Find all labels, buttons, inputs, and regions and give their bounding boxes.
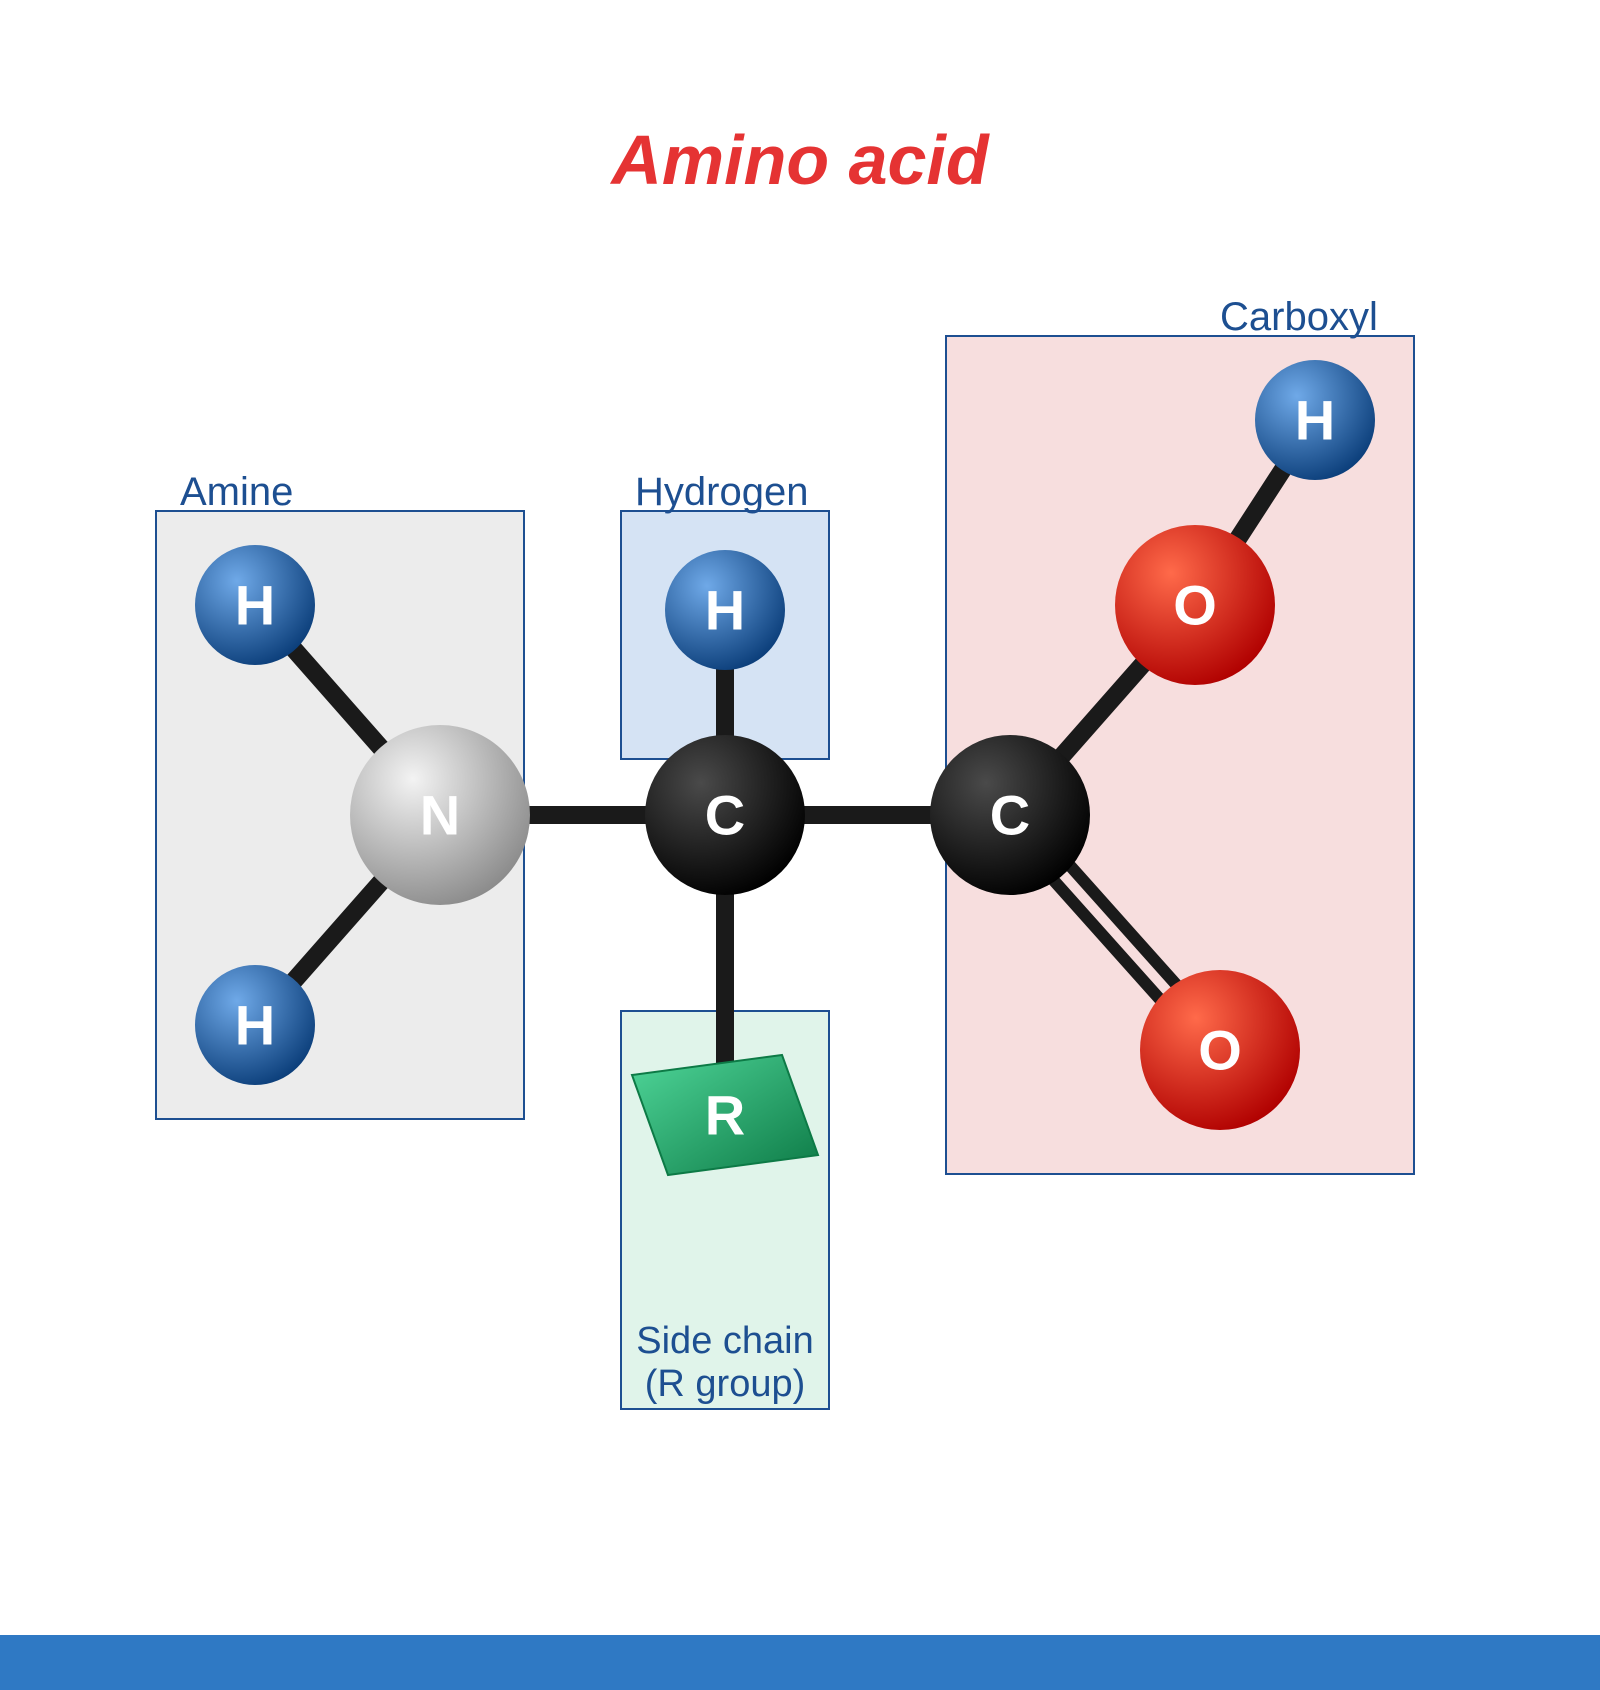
diagram-stage: Amino acid Amine Hydrogen Carboxyl Side … [0,0,1600,1690]
atom-C_alpha: C [645,735,805,895]
r-group-block: R [632,1055,818,1175]
atom-O_single: O [1115,525,1275,685]
svg-text:H: H [235,574,275,637]
svg-text:R: R [705,1084,745,1147]
svg-text:O: O [1198,1019,1242,1082]
svg-text:H: H [235,994,275,1057]
atom-H_amine_bot: H [195,965,315,1085]
svg-text:C: C [705,784,745,847]
atom-N: N [350,725,530,905]
svg-text:O: O [1173,574,1217,637]
atom-C_carboxyl: C [930,735,1090,895]
atoms-layer: H H N C H C O O H R [195,360,1375,1175]
atom-H_top: H [665,550,785,670]
atom-H_amine_top: H [195,545,315,665]
footer-bar [0,1635,1600,1690]
atom-H_carboxyl: H [1255,360,1375,480]
svg-text:H: H [705,579,745,642]
svg-text:H: H [1295,389,1335,452]
atom-O_double: O [1140,970,1300,1130]
molecule-svg: H H N C H C O O H R [0,0,1600,1690]
svg-text:C: C [990,784,1030,847]
svg-text:N: N [420,784,460,847]
